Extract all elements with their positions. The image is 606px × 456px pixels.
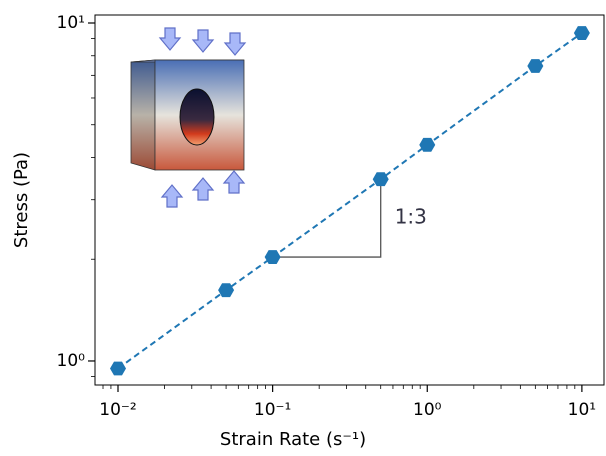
x-tick-label: 10⁻² — [99, 400, 136, 420]
x-tick-label: 10⁻¹ — [254, 400, 291, 420]
marker — [419, 137, 436, 152]
slope-triangle — [272, 179, 382, 258]
inset-illustration — [130, 27, 246, 208]
x-axis-label: Strain Rate (s⁻¹) — [220, 429, 366, 450]
y-axis-label: Stress (Pa) — [11, 152, 32, 248]
marker — [264, 250, 281, 264]
x-tick-label: 10⁰ — [413, 400, 442, 420]
marker — [109, 361, 126, 376]
marker — [527, 59, 544, 73]
y-tick-label: 10⁰ — [57, 351, 86, 371]
marker — [218, 283, 235, 298]
annotation: 1:3 — [395, 205, 427, 229]
marker — [573, 26, 590, 40]
y-tick-label: 10¹ — [57, 13, 85, 33]
marker — [372, 172, 389, 187]
x-tick-label: 10¹ — [568, 400, 596, 420]
